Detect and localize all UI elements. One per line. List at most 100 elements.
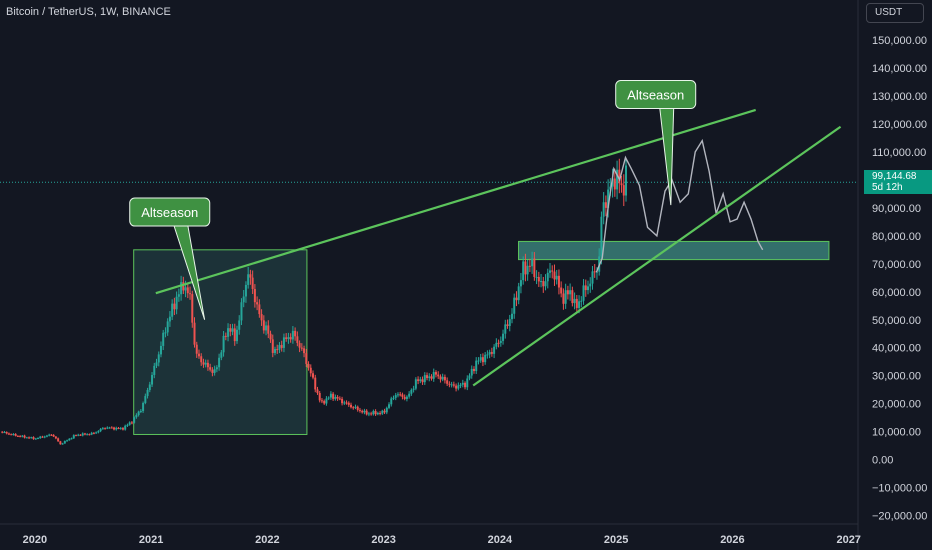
candle-body — [224, 335, 227, 337]
candle-body — [513, 297, 516, 314]
y-tick-label: 110,000.00 — [872, 147, 926, 159]
candle-body — [23, 435, 26, 438]
candle-body — [30, 437, 33, 439]
candle-body — [148, 384, 151, 390]
candle-body — [265, 325, 268, 331]
candle-body — [350, 404, 353, 408]
candle-body — [553, 271, 556, 280]
candle-body — [502, 333, 505, 341]
candle-body — [83, 433, 86, 435]
candle-body — [419, 379, 422, 381]
candle-body — [493, 346, 496, 354]
candle-body — [332, 393, 335, 399]
candle-body — [446, 380, 449, 384]
candle-body — [135, 415, 138, 418]
candle-body — [267, 325, 270, 334]
candle-body — [119, 428, 122, 430]
candle-body — [484, 354, 487, 363]
candle-body — [542, 281, 545, 287]
candle-body — [171, 303, 174, 317]
candle-body — [164, 332, 167, 334]
x-tick-label: 2020 — [23, 534, 47, 546]
candle-body — [533, 258, 536, 277]
candle-body — [488, 352, 491, 355]
x-tick-label: 2024 — [488, 534, 513, 546]
candle-body — [448, 383, 451, 385]
candle-body — [258, 304, 261, 315]
candle-body — [81, 433, 84, 436]
candle-body — [204, 362, 207, 365]
candle-body — [510, 313, 513, 320]
candle-body — [622, 185, 625, 196]
candle-body — [139, 410, 142, 412]
candle-body — [5, 432, 8, 434]
candle-body — [466, 378, 469, 388]
candle-body — [238, 320, 241, 330]
candle-body — [162, 332, 165, 346]
candle-body — [390, 398, 393, 405]
candle-body — [77, 434, 80, 436]
candle-body — [244, 284, 247, 297]
candle-body — [59, 441, 62, 445]
candle-body — [486, 354, 489, 356]
candle-body — [303, 348, 306, 354]
candle-body — [316, 389, 319, 393]
candle-body — [269, 333, 272, 340]
y-tick-label: 30,000.00 — [872, 371, 921, 383]
candle-body — [515, 297, 518, 301]
candle-body — [432, 372, 435, 379]
candle-body — [37, 438, 40, 440]
y-tick-label: 80,000.00 — [872, 231, 921, 243]
candle-body — [575, 298, 578, 308]
candle-body — [209, 367, 212, 370]
candle-body — [455, 385, 458, 389]
candle-body — [159, 345, 162, 355]
candle-body — [289, 337, 292, 340]
candle-body — [434, 372, 437, 375]
candle-body — [312, 373, 315, 378]
candle-body — [184, 287, 187, 291]
candle-body — [385, 407, 388, 413]
candle-body — [218, 357, 221, 368]
candle-body — [19, 436, 22, 438]
callout-box — [615, 80, 697, 110]
candle-body — [68, 438, 71, 441]
candle-body — [347, 402, 350, 405]
candle-body — [256, 302, 259, 305]
candle-body — [43, 436, 46, 438]
candle-body — [423, 375, 426, 383]
candle-body — [117, 427, 120, 429]
candle-body — [61, 443, 64, 445]
candle-body — [345, 402, 348, 404]
candle-body — [130, 422, 133, 424]
candle-body — [115, 427, 118, 430]
candle-body — [104, 428, 107, 430]
callout-box — [129, 197, 211, 227]
candle-body — [358, 409, 361, 411]
currency-button[interactable]: USDT — [866, 3, 924, 23]
candle-body — [526, 265, 529, 275]
candle-body — [211, 369, 214, 373]
candle-body — [222, 335, 225, 353]
candle-body — [282, 337, 285, 348]
candle-body — [21, 435, 24, 437]
candle-body — [580, 300, 583, 302]
chart-title: Bitcoin / TetherUS, 1W, BINANCE — [6, 6, 171, 18]
candle-body — [157, 354, 160, 363]
candle-body — [464, 382, 467, 388]
candle-body — [519, 280, 522, 287]
candle-body — [611, 178, 614, 187]
y-tick-label: −20,000.00 — [872, 511, 927, 523]
candle-body — [110, 427, 113, 429]
candle-body — [508, 319, 511, 327]
candle-body — [294, 330, 297, 337]
candle-body — [233, 328, 236, 342]
candle-body — [524, 261, 527, 275]
candle-body — [475, 360, 478, 372]
candle-body — [101, 428, 104, 430]
candle-body — [479, 357, 482, 361]
candle-body — [186, 287, 189, 294]
candle-body — [10, 434, 13, 436]
